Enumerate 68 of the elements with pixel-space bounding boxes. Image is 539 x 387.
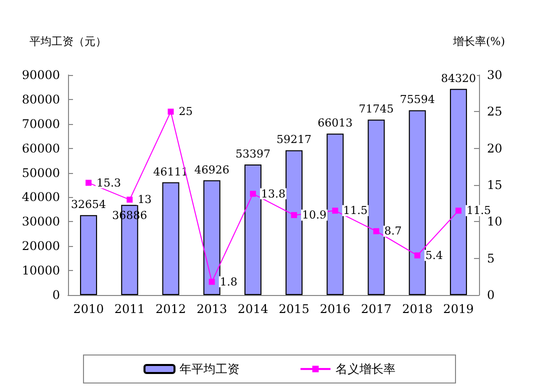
data-label: 75594: [400, 93, 435, 106]
data-label: 46926: [194, 163, 230, 176]
y2-tick-label: 15: [487, 178, 502, 192]
data-label: 8.7: [384, 224, 402, 238]
y-tick-label: 10000: [22, 264, 60, 278]
bar: [408, 110, 426, 295]
data-label: 13.8: [260, 187, 286, 200]
bar: [162, 182, 180, 295]
point: [332, 208, 338, 214]
data-label: 32654: [71, 198, 106, 212]
x-tick-label: 2019: [443, 302, 474, 316]
data-label: 66013: [318, 116, 353, 130]
y-axis-title: 平均工资（元）: [30, 35, 106, 48]
y-tick-label: 90000: [22, 68, 60, 82]
x-tick-label: 2017: [360, 302, 392, 316]
data-label: 5.4: [425, 248, 443, 262]
legend-label: 年平均工资: [180, 362, 240, 376]
data-label: 10.9: [302, 208, 327, 222]
y2-tick-label: 10: [487, 214, 502, 229]
point: [208, 278, 215, 285]
y2-tick-label: 25: [487, 104, 502, 119]
point: [168, 108, 174, 115]
bar: [244, 164, 262, 295]
y-tick-label: 30000: [22, 214, 60, 229]
data-label: 53397: [235, 147, 270, 160]
bar: [326, 134, 344, 295]
data-label: 1.8: [220, 275, 238, 288]
point: [373, 228, 380, 234]
x-tick-label: 2012: [155, 302, 186, 316]
bar: [368, 120, 385, 295]
data-label: 15.3: [96, 176, 122, 190]
y2-tick-label: 20: [487, 141, 502, 156]
x-tick-label: 2018: [402, 302, 433, 316]
data-label: 11.5: [466, 204, 491, 218]
y-tick-label: 80000: [22, 92, 60, 106]
y-tick-label: 20000: [22, 239, 60, 254]
x-tick-label: 2015: [278, 302, 310, 316]
x-tick-label: 2016: [320, 302, 350, 316]
data-label: 71745: [358, 102, 394, 116]
point: [455, 208, 462, 214]
y2-tick-label: 5: [487, 251, 495, 266]
data-label: 84320: [440, 72, 476, 85]
x-tick-label: 2010: [73, 302, 104, 316]
data-label: 25: [178, 105, 193, 118]
y2-tick-label: 0: [487, 288, 495, 302]
y2-tick-label: 30: [487, 68, 502, 82]
point: [291, 212, 298, 218]
y-tick-label: 0: [52, 288, 60, 302]
bar: [450, 88, 467, 295]
x-tick-label: 2014: [238, 302, 269, 316]
y-tick-label: 40000: [22, 190, 60, 204]
data-label: 13: [138, 193, 152, 206]
bar: [286, 150, 303, 295]
data-label: 59217: [276, 133, 312, 146]
point: [414, 252, 420, 258]
y-tick-label: 50000: [22, 166, 60, 180]
x-tick-label: 2013: [196, 302, 228, 316]
point: [86, 180, 92, 186]
point: [250, 190, 256, 197]
y2-axis-title: 增长率(%): [452, 35, 506, 48]
bar: [203, 180, 220, 295]
bar: [80, 215, 98, 295]
data-label: 11.5: [343, 204, 368, 218]
point: [126, 196, 133, 203]
y-tick-label: 70000: [22, 116, 60, 131]
x-tick-label: 2011: [114, 302, 145, 316]
legend-label: 名义增长率: [336, 362, 396, 376]
y-tick-label: 60000: [22, 141, 60, 156]
